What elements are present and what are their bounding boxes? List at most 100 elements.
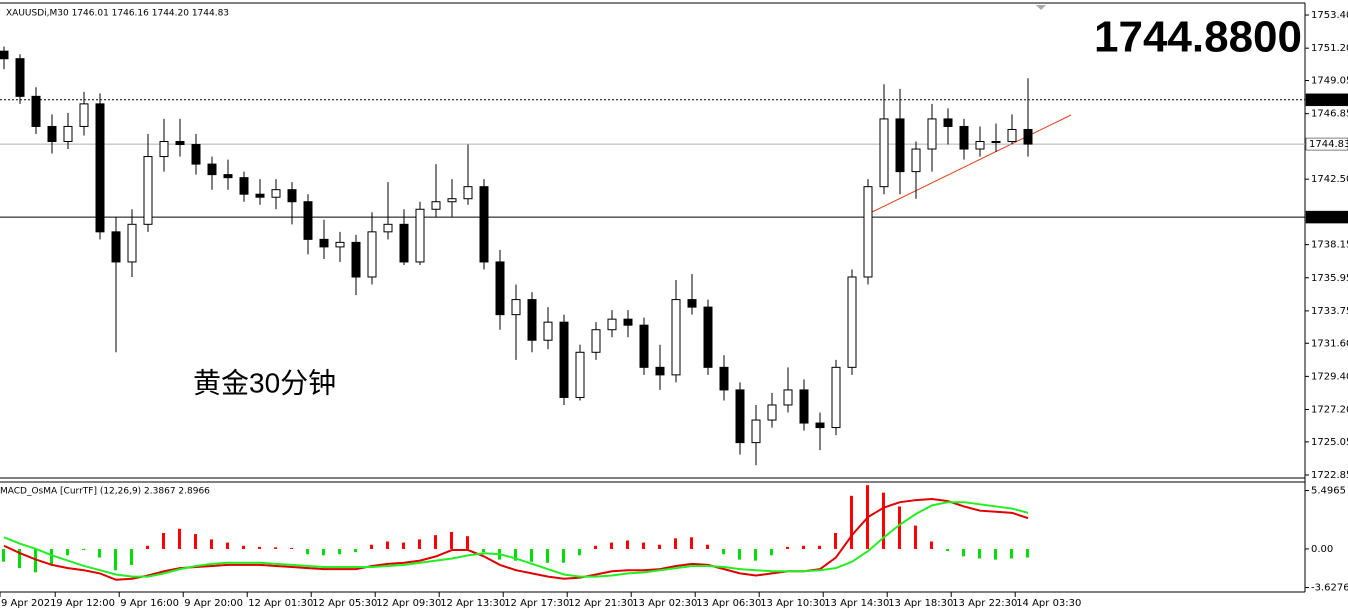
candle-body — [639, 324, 649, 368]
candle-body — [671, 299, 681, 376]
histogram-bar — [754, 548, 757, 561]
histogram-bar — [690, 537, 693, 549]
histogram-bar — [898, 506, 901, 549]
histogram-bar — [114, 548, 117, 571]
candle-body — [223, 174, 233, 179]
histogram-bar — [434, 535, 437, 549]
histogram-bar — [626, 540, 629, 549]
histogram-bar — [386, 541, 389, 549]
candle-body — [959, 125, 969, 150]
histogram-bar — [162, 533, 165, 549]
x-tick-label: 9 Apr 16:00 — [120, 598, 179, 608]
histogram-bar — [226, 542, 229, 549]
histogram-bar — [274, 547, 277, 549]
candle-body — [1007, 128, 1017, 143]
histogram-bar — [482, 548, 485, 553]
histogram-bar — [738, 548, 741, 560]
candle-body — [159, 141, 169, 158]
y-tick-label: 1742.50 — [1311, 174, 1348, 185]
x-tick-label: 9 Apr 2021 — [1, 598, 56, 608]
candle-body — [783, 389, 793, 406]
candle-body — [351, 241, 361, 278]
candle-body — [479, 186, 489, 263]
price-text: 1744.8800 — [1094, 13, 1302, 62]
candle-body — [623, 318, 633, 326]
header: XAUUSDi,M30 1746.01 1746.16 1744.20 1744… — [6, 9, 229, 19]
y-tick-label: 1749.05 — [1311, 76, 1348, 87]
histogram-bar — [194, 534, 197, 549]
histogram-bar — [674, 538, 677, 549]
histogram-bar — [402, 542, 405, 549]
candle-body — [95, 103, 105, 233]
histogram-bar — [370, 544, 373, 549]
histogram-bar — [354, 548, 357, 553]
candle-body — [943, 118, 953, 127]
candle-body — [927, 118, 937, 150]
indicator-title: MACD_OsMA [CurrTF] (12,26,9) 2.3867 2.89… — [0, 487, 210, 497]
x-tick-label: 12 Apr 21:30 — [568, 598, 633, 608]
histogram-bar — [450, 531, 453, 549]
histogram-bar — [834, 533, 837, 549]
x-tick-label: 13 Apr 22:30 — [952, 598, 1017, 608]
histogram-bar — [546, 548, 549, 563]
histogram-bar — [882, 492, 885, 549]
histogram-bar — [130, 548, 133, 565]
y-tick-label: 1725.05 — [1311, 437, 1348, 448]
x-tick-label: 13 Apr 02:30 — [632, 598, 697, 608]
candle-body — [15, 58, 25, 97]
histogram-bar — [722, 548, 725, 555]
x-tick-label: 14 Apr 03:30 — [1016, 598, 1081, 608]
annotation: 黄金30分钟 — [193, 367, 336, 398]
candle-body — [815, 422, 825, 429]
candle-body — [303, 201, 313, 240]
candle-body — [847, 276, 857, 368]
candle-body — [47, 125, 57, 143]
histogram-bar — [18, 548, 21, 569]
candle-body — [991, 141, 1001, 144]
candle-body — [463, 186, 473, 200]
candle-body — [863, 186, 873, 278]
histogram-bar — [306, 548, 309, 555]
histogram-bar — [946, 548, 949, 552]
histogram-bar — [514, 548, 517, 561]
histogram-bar — [578, 548, 581, 556]
y-tick-label: 1746.85 — [1311, 109, 1348, 120]
candle-body — [911, 148, 921, 173]
candle-body — [431, 201, 441, 210]
histogram-bar — [2, 548, 5, 562]
histogram-bar — [418, 539, 421, 549]
histogram-bar — [1026, 548, 1029, 558]
candle-body — [799, 389, 809, 424]
candle-body — [415, 208, 425, 263]
y-tick-label: 1722.85 — [1311, 470, 1348, 481]
candle-body — [191, 144, 201, 165]
candle-body — [335, 241, 345, 248]
x-tick-label: 12 Apr 17:30 — [504, 598, 569, 608]
histogram-bar — [466, 536, 469, 549]
x-tick-label: 13 Apr 06:30 — [696, 598, 761, 608]
x-tick-label: 13 Apr 18:30 — [888, 598, 953, 608]
candle-body — [751, 419, 761, 444]
histogram-bar — [210, 539, 213, 549]
histogram-bar — [50, 548, 53, 565]
candle-body — [591, 329, 601, 353]
histogram-bar — [962, 548, 965, 557]
histogram-bar — [994, 548, 997, 560]
price-label: 1744.83 — [1309, 139, 1348, 150]
price-label-box — [1305, 210, 1348, 224]
candle-body — [1023, 128, 1033, 145]
candle-body — [399, 223, 409, 263]
candle-body — [175, 141, 185, 146]
x-tick-label: 9 Apr 20:00 — [184, 598, 243, 608]
candle-body — [511, 299, 521, 316]
candle-body — [559, 321, 569, 398]
histogram-bar — [290, 547, 293, 549]
histogram-bar — [610, 542, 613, 549]
histogram-bar — [322, 548, 325, 556]
candle-body — [575, 351, 585, 398]
y-tick-label: 1735.95 — [1311, 273, 1348, 284]
candle-body — [319, 238, 329, 248]
histogram-bar — [658, 544, 661, 549]
histogram-bar — [818, 545, 821, 549]
